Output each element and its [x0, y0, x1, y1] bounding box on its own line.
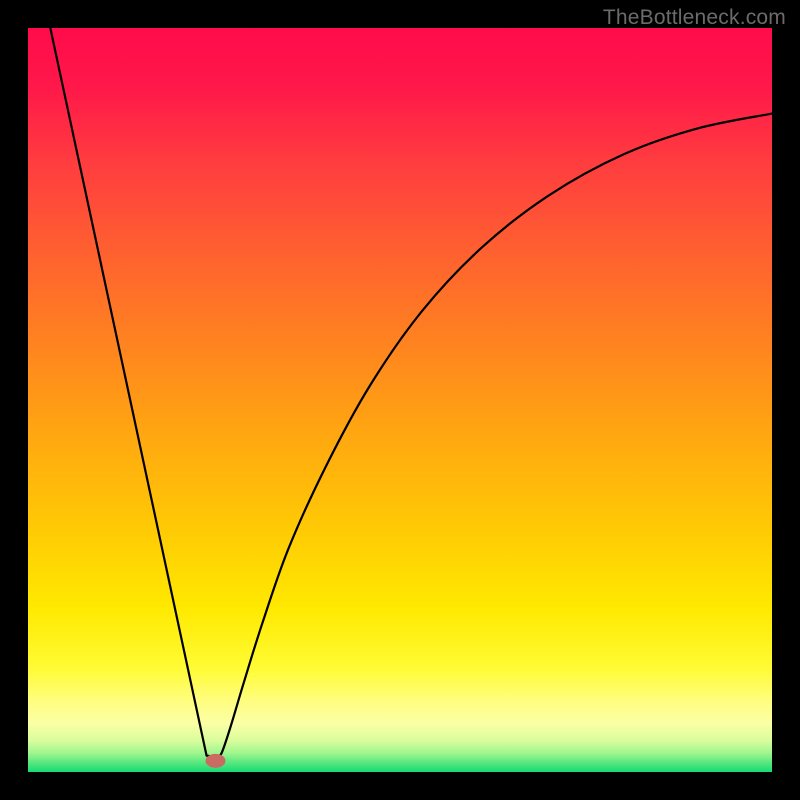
watermark-text: TheBottleneck.com [603, 6, 786, 30]
bottleneck-chart [0, 0, 800, 800]
optimal-point-marker [205, 754, 225, 768]
chart-container: TheBottleneck.com [0, 0, 800, 800]
